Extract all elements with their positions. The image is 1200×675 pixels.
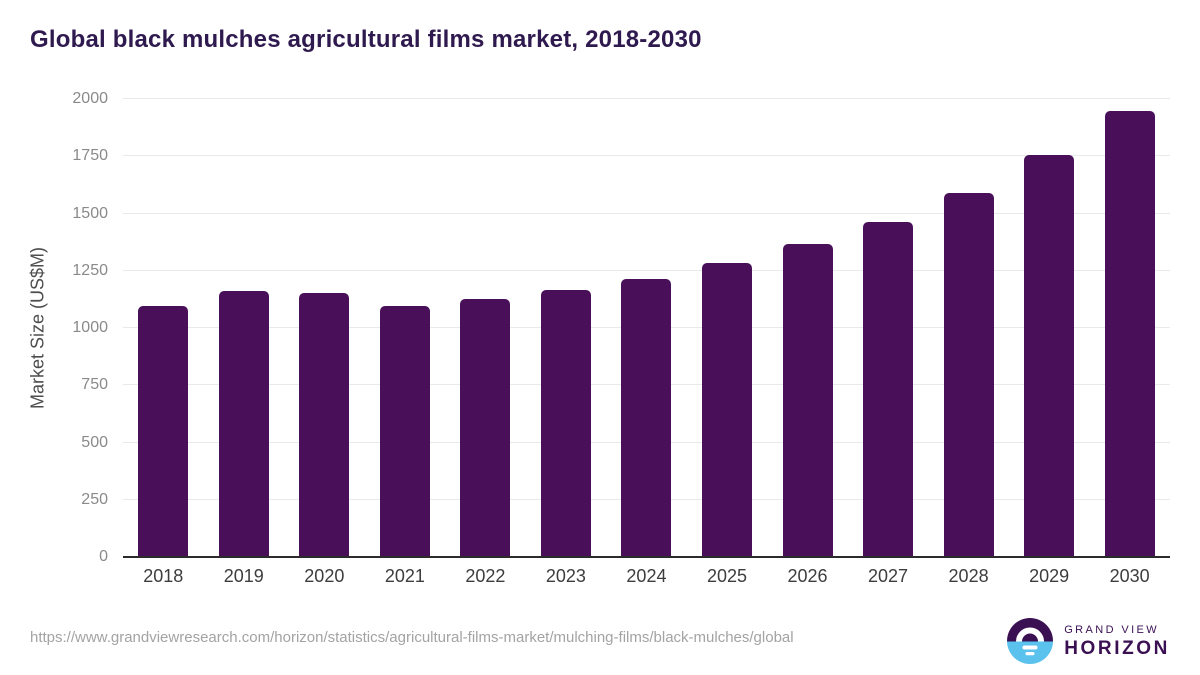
x-tick-label: 2019: [223, 566, 264, 586]
x-tick-label: 2023: [545, 566, 586, 586]
gridline: [123, 212, 1170, 214]
bar-slot: [365, 99, 446, 557]
x-tick-label: 2025: [706, 566, 747, 586]
bar-slot: [526, 99, 607, 557]
bars-row: [123, 99, 1170, 557]
x-tick-label: 2022: [465, 566, 506, 586]
x-tick-label: 2018: [143, 566, 184, 586]
plot-area: [123, 98, 1170, 557]
y-tick-label: 1750: [72, 147, 108, 165]
bar-2025: [701, 262, 752, 557]
x-tick-label: 2030: [1109, 566, 1150, 586]
gridline: [123, 155, 1170, 157]
horizon-sun-icon: [1007, 618, 1054, 664]
x-tick-label: 2024: [626, 566, 667, 586]
bar-2026: [782, 244, 833, 557]
bar-2028: [943, 192, 994, 557]
brand-logo: GRAND VIEW HORIZON: [1007, 618, 1170, 664]
x-axis-labels: 2018 2019 2020 2021 2022 2023 2024 2025 2026 2027…: [123, 566, 1170, 587]
brand-logo-text: GRAND VIEW HORIZON: [1064, 624, 1170, 658]
bar-2023: [540, 290, 591, 557]
brand-name-top: GRAND VIEW: [1064, 624, 1160, 636]
bar-2027: [863, 221, 914, 557]
bar-slot: [123, 99, 204, 557]
bar-slot: [284, 99, 365, 557]
bar-slot: [928, 99, 1009, 557]
gridline: [123, 98, 1170, 99]
gridline: [123, 269, 1170, 271]
x-tick-label: 2021: [384, 566, 425, 586]
bar-2022: [460, 299, 511, 557]
y-axis-ticks: 0 250 500 750 1000 1250 1500 1750 2000: [0, 91, 108, 565]
x-tick-label: 2020: [304, 566, 345, 586]
y-tick-label: 1000: [72, 319, 108, 336]
source-url: https://www.grandviewresearch.com/horizo…: [30, 629, 794, 646]
x-tick-label: 2027: [868, 566, 909, 586]
bar-slot: [1009, 99, 1090, 557]
bar-slot: [767, 99, 848, 557]
bar-slot: [445, 99, 526, 557]
bar-2021: [379, 306, 430, 557]
bar-2020: [299, 293, 350, 557]
y-tick-label: 1500: [72, 204, 108, 222]
bar-2029: [1024, 155, 1075, 557]
bar-slot: [606, 99, 687, 557]
bar-slot: [204, 99, 285, 557]
bar-2030: [1104, 111, 1155, 557]
brand-name-bottom: HORIZON: [1064, 638, 1170, 659]
bar-2018: [138, 306, 189, 557]
page-title: Global black mulches agricultural films …: [30, 26, 702, 53]
y-tick-label: 0: [99, 548, 108, 565]
bar-2024: [621, 278, 672, 557]
y-tick-label: 250: [81, 490, 108, 508]
x-tick-label: 2028: [948, 566, 989, 586]
y-tick-label: 1250: [72, 261, 108, 279]
bar-slot: [687, 99, 768, 557]
bar-2019: [218, 291, 269, 557]
x-tick-label: 2026: [787, 566, 828, 586]
y-tick-label: 2000: [72, 90, 108, 107]
bar-slot: [848, 99, 929, 557]
x-tick-label: 2029: [1029, 566, 1070, 586]
bar-slot: [1089, 99, 1170, 557]
y-tick-label: 750: [81, 376, 108, 394]
x-axis-line: [123, 556, 1170, 558]
y-tick-label: 500: [81, 433, 108, 451]
